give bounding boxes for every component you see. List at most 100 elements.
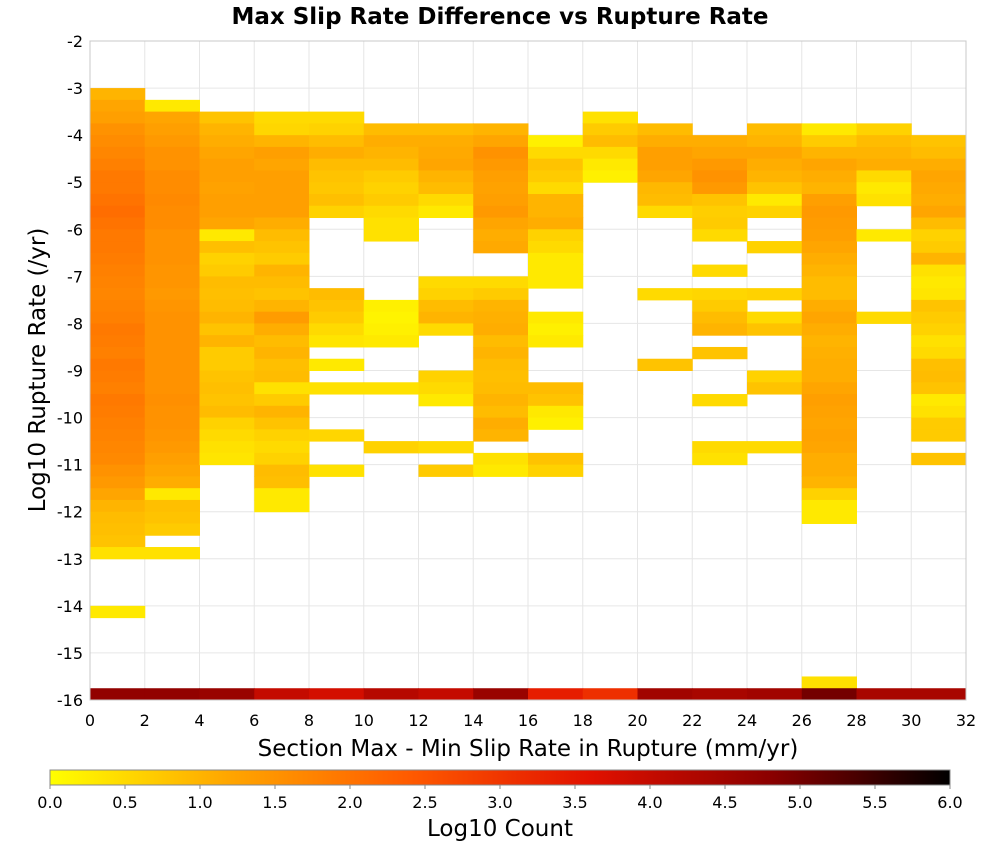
heatmap-cell — [90, 311, 146, 324]
heatmap-cell — [363, 688, 419, 701]
y-tick-label: -14 — [57, 597, 83, 616]
colorbar-tick-label: 6.0 — [937, 793, 962, 812]
x-tick-label: 32 — [956, 711, 976, 730]
heatmap-cell — [199, 158, 255, 171]
heatmap-cell — [528, 452, 584, 466]
heatmap-cell — [309, 429, 365, 442]
heatmap-cell — [144, 299, 200, 313]
heatmap-cell — [90, 229, 146, 242]
heatmap-cell — [144, 158, 200, 171]
heatmap-cell — [90, 405, 146, 419]
heatmap-cell — [144, 288, 200, 301]
heatmap-cell — [473, 311, 529, 324]
heatmap-cell — [90, 170, 146, 183]
heatmap-cell — [418, 123, 474, 136]
heatmap-cell — [473, 370, 529, 383]
heatmap-cell — [90, 370, 146, 383]
heatmap-cell — [747, 193, 803, 207]
heatmap-cell — [90, 146, 146, 160]
heatmap-cell — [911, 170, 967, 183]
heatmap-cell — [801, 158, 857, 171]
heatmap-cell — [418, 464, 474, 477]
heatmap-cell — [528, 335, 584, 348]
heatmap-cell — [90, 441, 146, 454]
heatmap-cell — [144, 146, 200, 160]
heatmap-cell — [90, 394, 146, 407]
heatmap-cell — [528, 464, 584, 477]
heatmap-cell — [363, 335, 419, 348]
heatmap-cell — [911, 311, 967, 324]
heatmap-cell — [637, 688, 693, 701]
heatmap-cell — [801, 405, 857, 419]
heatmap-cell — [473, 276, 529, 289]
heatmap-cell — [90, 111, 146, 124]
heatmap-cell — [747, 370, 803, 383]
y-tick-label: -6 — [67, 220, 83, 239]
heatmap-cell — [473, 217, 529, 230]
heatmap-cell — [473, 688, 529, 701]
heatmap-cell — [801, 488, 857, 501]
heatmap-cell — [199, 394, 255, 407]
heatmap-cell — [856, 170, 912, 183]
heatmap-cell — [747, 288, 803, 301]
heatmap-cell — [309, 146, 365, 160]
heatmap-cell — [254, 452, 310, 466]
heatmap-cell — [254, 170, 310, 183]
plot-frame — [89, 40, 967, 701]
heatmap-cell — [199, 429, 255, 442]
x-tick-label: 4 — [194, 711, 204, 730]
x-tick-label: 12 — [408, 711, 428, 730]
heatmap-cell — [911, 264, 967, 277]
heatmap-cell — [90, 193, 146, 207]
heatmap-cell — [199, 346, 255, 360]
heatmap-cell — [309, 358, 365, 371]
heatmap-cell — [199, 252, 255, 266]
heatmap-cell — [90, 382, 146, 395]
heatmap-cell — [144, 488, 200, 501]
colorbar-tick-label: 1.5 — [262, 793, 287, 812]
heatmap-cell — [90, 452, 146, 466]
y-tick-label: -8 — [67, 314, 83, 333]
heatmap-cell — [473, 158, 529, 171]
heatmap-cell — [747, 123, 803, 136]
heatmap-cell — [856, 123, 912, 136]
heatmap-cell — [747, 182, 803, 195]
heatmap-cell — [254, 135, 310, 148]
heatmap-cell — [747, 135, 803, 148]
colorbar-tick-label: 0.0 — [37, 793, 62, 812]
heatmap-cell — [90, 205, 146, 219]
heatmap-cell — [144, 252, 200, 266]
heatmap-cell — [528, 417, 584, 430]
heatmap-cell — [692, 688, 748, 701]
heatmap-cell — [418, 276, 474, 289]
y-tick-label: -3 — [67, 79, 83, 98]
heatmap-cell — [254, 323, 310, 336]
heatmap-cell — [90, 417, 146, 430]
heatmap-cell — [90, 464, 146, 477]
heatmap-cell — [254, 158, 310, 171]
heatmap-cell — [363, 311, 419, 324]
heatmap-cell — [528, 276, 584, 289]
heatmap-cell — [254, 311, 310, 324]
heatmap-cell — [473, 241, 529, 254]
heatmap-cell — [144, 170, 200, 183]
heatmap-cell — [254, 229, 310, 242]
heatmap-cell — [144, 547, 200, 560]
heatmap-cell — [473, 205, 529, 219]
heatmap-cell — [747, 323, 803, 336]
heatmap-cell — [199, 452, 255, 466]
heatmap-cell — [254, 205, 310, 219]
heatmap-cell — [692, 441, 748, 454]
heatmap-cell — [254, 464, 310, 477]
heatmap-cell — [90, 323, 146, 336]
heatmap-cell — [801, 429, 857, 442]
heatmap-cell — [418, 370, 474, 383]
heatmap-cell — [90, 523, 146, 536]
heatmap-cell — [199, 170, 255, 183]
heatmap-cell — [801, 170, 857, 183]
colorbar-tick-label: 0.5 — [112, 793, 137, 812]
heatmap-cell — [363, 182, 419, 195]
heatmap-cell — [144, 382, 200, 395]
heatmap-cell — [911, 452, 967, 466]
heatmap-cell — [801, 229, 857, 242]
